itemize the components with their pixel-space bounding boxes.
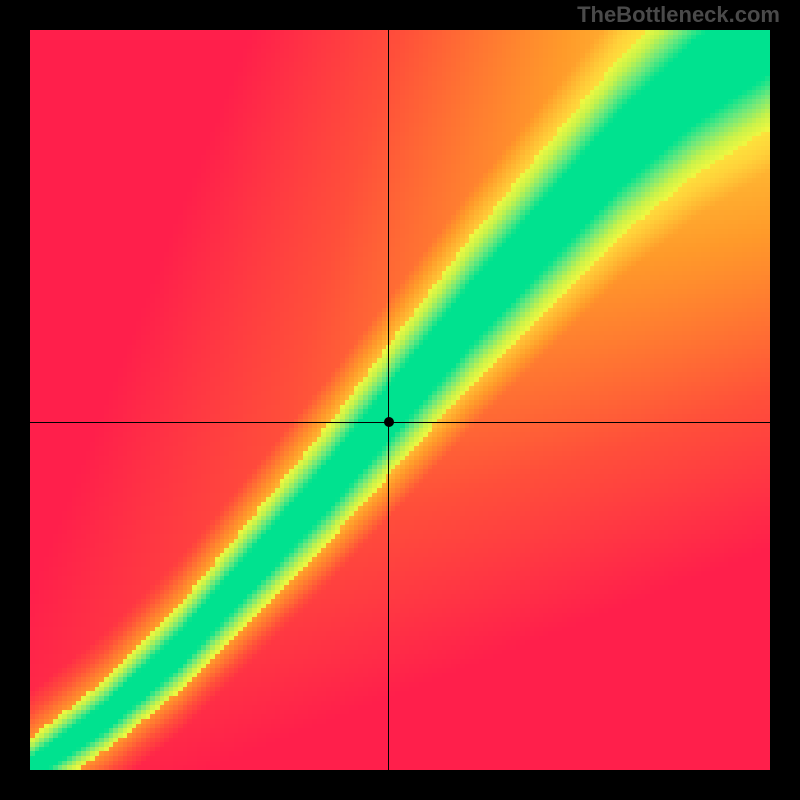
watermark-text: TheBottleneck.com (577, 2, 780, 28)
heatmap-canvas (0, 0, 800, 800)
crosshair-horizontal-line (30, 422, 770, 423)
crosshair-vertical-line (388, 30, 389, 770)
